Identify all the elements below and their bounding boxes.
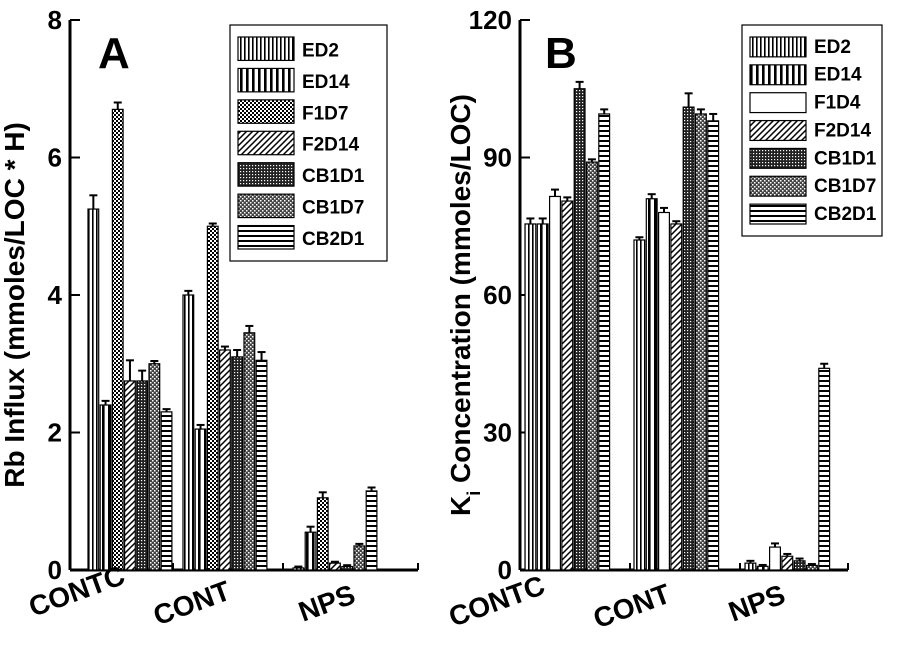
legend-swatch bbox=[237, 36, 295, 62]
bar-cb2d1-cont bbox=[707, 120, 720, 571]
bar-ed2-nps bbox=[292, 567, 305, 571]
legend-entry: CB1D1 bbox=[302, 166, 365, 187]
bar-ed14-contc bbox=[536, 223, 549, 571]
legend-swatch bbox=[237, 224, 295, 250]
bar-ed14-cont bbox=[645, 198, 658, 571]
legend-entry: ED14 bbox=[302, 72, 350, 93]
legend-swatch bbox=[237, 130, 295, 156]
bar-ed2-contc bbox=[524, 223, 537, 571]
category-label: NPS bbox=[294, 579, 359, 628]
bar-cb2d1-contc bbox=[160, 411, 173, 571]
bar-f1d4-cont bbox=[657, 211, 670, 571]
y-tick-label: 120 bbox=[469, 5, 512, 35]
bar-cb2d1-cont bbox=[255, 359, 268, 571]
category-label: NPS bbox=[724, 579, 789, 628]
bar-ed2-cont bbox=[182, 294, 195, 571]
bar-cb1d7-contc bbox=[585, 161, 598, 571]
bar-ed2-cont bbox=[633, 239, 646, 571]
bar-f1d4-nps bbox=[768, 546, 781, 571]
y-tick-label: 6 bbox=[48, 143, 62, 173]
legend-entry: F1D7 bbox=[302, 103, 348, 124]
y-tick-label: 0 bbox=[498, 555, 512, 585]
legend-entry: F1D4 bbox=[814, 93, 861, 114]
legend-entry: ED2 bbox=[814, 37, 851, 58]
bar-f2d14-nps bbox=[329, 562, 341, 571]
legend-entry: CB1D7 bbox=[302, 198, 364, 219]
category-label: CONT bbox=[149, 575, 234, 631]
y-tick-label: 60 bbox=[483, 280, 512, 310]
legend-entry: CB2D1 bbox=[814, 204, 877, 225]
bar-cb1d7-nps bbox=[353, 545, 366, 571]
bar-f2d14-contc bbox=[123, 380, 136, 571]
legend-swatch bbox=[237, 67, 295, 93]
bar-cb1d1-nps bbox=[341, 565, 354, 571]
legend-entry: ED14 bbox=[814, 65, 862, 86]
legend-entry: F2D14 bbox=[302, 135, 359, 156]
legend-entry: CB2D1 bbox=[302, 229, 365, 250]
y-tick-label: 4 bbox=[48, 280, 63, 310]
legend-swatch bbox=[749, 36, 807, 58]
legend-swatch bbox=[237, 162, 295, 187]
legend: ED2 ED14 F1D4 F2D14 CB1D1 CB1D7 CB2D1 bbox=[741, 24, 883, 237]
y-tick-label: 2 bbox=[48, 418, 62, 448]
legend-swatch bbox=[749, 175, 807, 197]
legend-swatch bbox=[749, 147, 807, 169]
bar-cb1d1-contc bbox=[136, 380, 149, 571]
bar-ed14-nps bbox=[304, 531, 317, 571]
bar-f2d14-nps bbox=[781, 555, 794, 571]
legend-swatch bbox=[237, 99, 295, 124]
panel-letter: A bbox=[98, 29, 130, 78]
bar-ed14-contc bbox=[99, 404, 112, 571]
bar-cb2d1-nps bbox=[818, 367, 831, 571]
bar-cb1d1-cont bbox=[682, 106, 695, 571]
legend-swatch bbox=[749, 119, 807, 142]
legend-swatch bbox=[237, 193, 295, 219]
bar-f1d4-contc bbox=[548, 195, 561, 571]
bar-cb2d1-contc bbox=[598, 113, 611, 571]
bar-ed14-cont bbox=[194, 428, 207, 571]
bar-cb2d1-nps bbox=[365, 490, 378, 571]
bar-f2d14-contc bbox=[561, 200, 574, 571]
legend-entry: F2D14 bbox=[814, 120, 871, 141]
bar-cb1d7-cont bbox=[243, 332, 256, 571]
legend: ED2 ED14 F1D7 F2D14 CB1D1 CB1D7 CB2D1 bbox=[229, 24, 388, 262]
bar-cb1d7-contc bbox=[148, 363, 161, 571]
bar-ed14-nps bbox=[756, 565, 769, 571]
bar-cb1d1-contc bbox=[573, 88, 586, 571]
y-axis-label: Rb Influx (mmoles/LOC * H) bbox=[0, 122, 30, 488]
y-tick-label: 0 bbox=[48, 555, 62, 585]
bar-ed2-nps bbox=[744, 562, 757, 571]
legend-entry: CB1D7 bbox=[814, 176, 876, 197]
bar-f1d7-cont bbox=[206, 225, 219, 571]
bar-f1d7-contc bbox=[111, 108, 124, 571]
category-label: CONT bbox=[589, 578, 674, 634]
y-axis-label: Ki Concentration (mmoles/LOC) bbox=[445, 94, 484, 516]
y-tick-label: 30 bbox=[483, 418, 512, 448]
panel-letter: B bbox=[545, 29, 577, 78]
y-tick-label: 90 bbox=[483, 143, 512, 173]
bar-f2d14-cont bbox=[670, 223, 683, 571]
bar-ed2-contc bbox=[87, 208, 100, 571]
bar-f2d14-cont bbox=[219, 349, 231, 571]
bar-cb1d7-nps bbox=[805, 564, 818, 571]
legend-entry: ED2 bbox=[302, 40, 339, 61]
legend-entry: CB1D1 bbox=[814, 148, 877, 169]
bar-cb1d1-nps bbox=[793, 560, 806, 571]
legend-swatch bbox=[749, 64, 807, 86]
legend-swatch bbox=[749, 203, 807, 225]
bar-cb1d7-cont bbox=[694, 113, 707, 571]
y-tick-label: 8 bbox=[48, 5, 62, 35]
bar-cb1d1-cont bbox=[231, 356, 244, 571]
legend-swatch bbox=[749, 92, 807, 114]
bar-f1d7-nps bbox=[316, 497, 329, 571]
